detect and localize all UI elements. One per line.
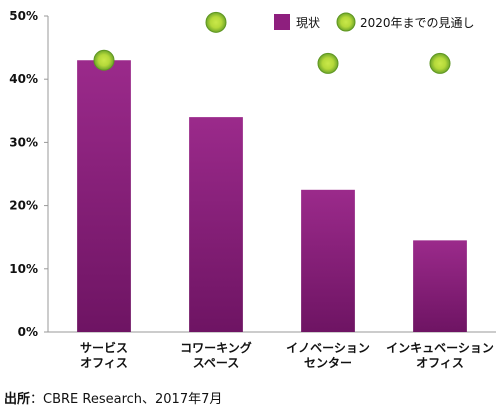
x-tick-label: スペース xyxy=(193,356,240,370)
legend-swatch-current xyxy=(274,14,290,30)
x-tick-label: オフィス xyxy=(416,356,464,370)
y-tick-label: 50% xyxy=(9,9,38,23)
y-tick-label: 0% xyxy=(18,325,38,339)
bar-current xyxy=(301,189,355,332)
y-tick-label: 40% xyxy=(9,72,38,86)
x-tick-label: オフィス xyxy=(80,356,128,370)
legend-label-current: 現状 xyxy=(296,16,320,30)
legend: 現状 2020年までの見通し xyxy=(274,12,475,32)
x-tick-label: イノベーション xyxy=(286,341,370,355)
legend-swatch-forecast xyxy=(336,12,356,32)
marker-forecast xyxy=(429,52,451,74)
marker-forecast xyxy=(93,49,115,71)
source-label: 出所 xyxy=(4,392,31,407)
bar-chart: 0%10%20%30%40%50% サービスオフィスコワーキングスペースイノベー… xyxy=(9,9,496,370)
bar-current xyxy=(77,60,131,333)
x-tick-label: サービス xyxy=(80,340,128,355)
marker-forecast xyxy=(205,11,227,33)
marker-forecast xyxy=(317,52,339,74)
x-tick-label: インキュベーション xyxy=(386,341,494,355)
forecast-markers xyxy=(93,11,451,74)
y-tick-label: 10% xyxy=(9,262,38,276)
x-axis-labels: サービスオフィスコワーキングスペースイノベーションセンターインキュベーションオフ… xyxy=(80,340,494,370)
bar-current xyxy=(413,240,467,332)
x-tick-label: センター xyxy=(304,356,352,370)
source-note: 出所：CBRE Research、2017年7月 xyxy=(4,388,222,407)
bar-current xyxy=(189,117,243,333)
source-text: ：CBRE Research、2017年7月 xyxy=(30,392,223,407)
axes: 0% 10% 20% 30% 40% 50% xyxy=(9,9,496,339)
y-tick-label: 30% xyxy=(9,135,38,149)
legend-label-forecast: 2020年までの見通し xyxy=(360,16,475,30)
bars xyxy=(77,60,467,333)
y-tick-label: 20% xyxy=(9,199,38,213)
x-tick-label: コワーキング xyxy=(180,340,252,355)
